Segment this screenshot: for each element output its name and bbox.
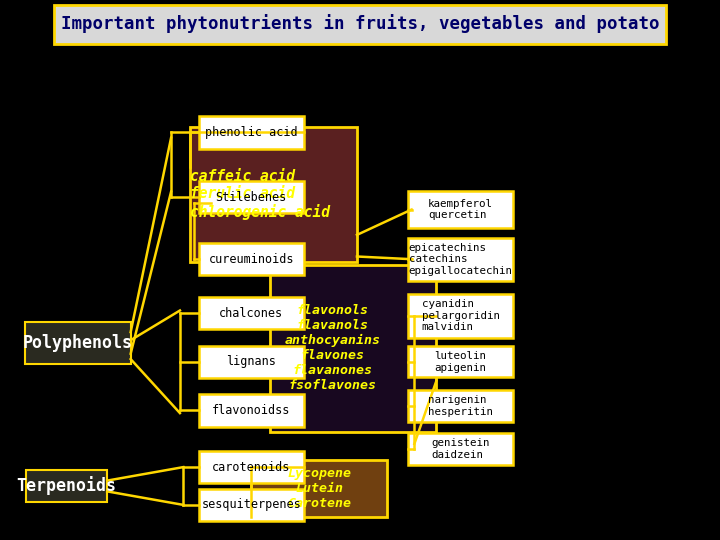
Bar	[251, 460, 387, 517]
Text: narigenin
hesperitin: narigenin hesperitin	[428, 395, 493, 417]
Bar	[408, 390, 513, 422]
Text: caffeic acid
ferulic acid
chlorogenic acid: caffeic acid ferulic acid chlorogenic ac…	[190, 169, 330, 220]
Text: carotenoids: carotenoids	[212, 461, 290, 474]
Text: cureuminoids: cureuminoids	[209, 253, 294, 266]
Text: Polyphenols: Polyphenols	[23, 334, 133, 352]
Text: flavonoidss: flavonoidss	[212, 404, 290, 417]
Text: Stilebenes: Stilebenes	[216, 191, 287, 204]
Bar	[25, 322, 130, 364]
Text: kaempferol
quercetin: kaempferol quercetin	[428, 199, 493, 220]
Bar	[199, 116, 304, 148]
Bar	[408, 191, 513, 228]
Text: phenolic acid: phenolic acid	[205, 126, 297, 139]
Bar	[270, 265, 436, 432]
Bar	[408, 294, 513, 338]
Bar	[408, 238, 513, 281]
Text: Lycopene
Lutein
Carotene: Lycopene Lutein Carotene	[287, 467, 351, 510]
Bar	[199, 297, 304, 329]
Text: epicatechins
catechins
epigallocatechin: epicatechins catechins epigallocatechin	[408, 242, 513, 276]
Bar	[199, 451, 304, 483]
Bar	[54, 5, 666, 44]
Text: cyanidin
pelargoridin
malvidin: cyanidin pelargoridin malvidin	[422, 299, 500, 333]
Text: chalcones: chalcones	[219, 307, 284, 320]
Text: flavonols
flavanols
anthocyanins
flavones
flavanones
fsoflavones: flavonols flavanols anthocyanins flavone…	[285, 304, 381, 393]
Bar	[408, 433, 513, 465]
Text: sesquiterpenes: sesquiterpenes	[202, 498, 301, 511]
Text: genistein
daidzein: genistein daidzein	[431, 438, 490, 460]
Text: lignans: lignans	[226, 355, 276, 368]
Bar	[191, 127, 357, 262]
Bar	[408, 346, 513, 377]
Bar	[199, 181, 304, 213]
Bar	[199, 489, 304, 521]
Bar	[199, 243, 304, 275]
Bar	[199, 346, 304, 378]
Text: Terpenoids: Terpenoids	[17, 476, 117, 496]
Bar	[199, 394, 304, 427]
Text: Important phytonutrients in fruits, vegetables and potato: Important phytonutrients in fruits, vege…	[60, 14, 660, 33]
Text: luteolin
apigenin: luteolin apigenin	[435, 351, 487, 373]
Bar	[26, 470, 107, 502]
